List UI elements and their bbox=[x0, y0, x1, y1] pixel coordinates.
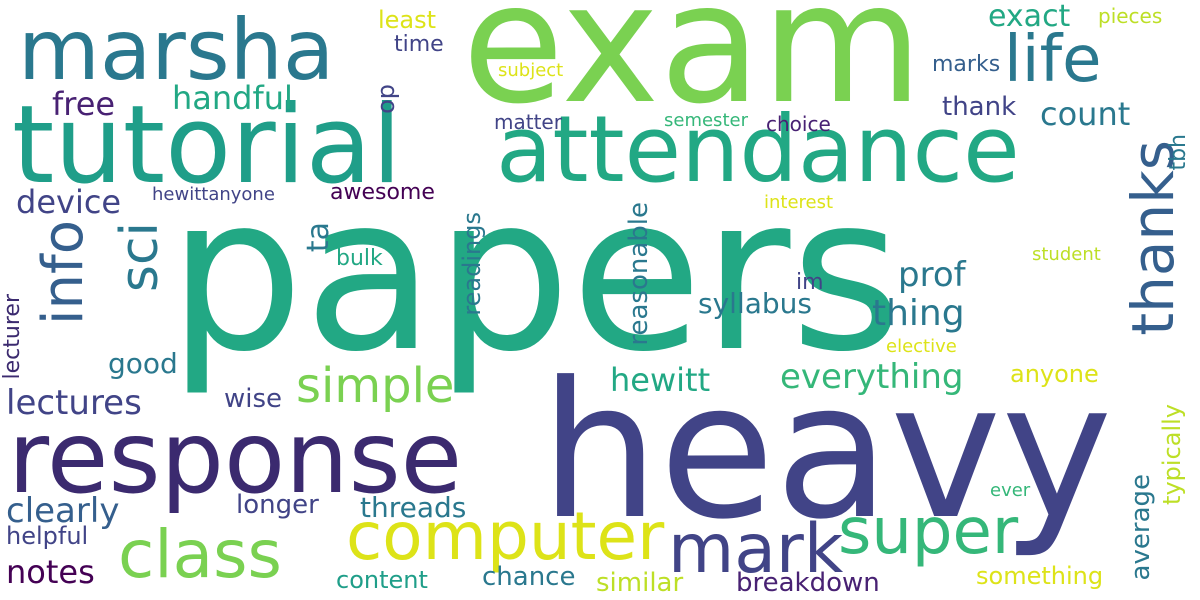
word-bulk: bulk bbox=[336, 246, 383, 271]
word-typically: typically bbox=[1158, 404, 1186, 505]
word-super: super bbox=[838, 495, 1019, 569]
word-ta: ta bbox=[301, 222, 336, 253]
word-lecturer: lecturer bbox=[0, 294, 25, 380]
word-readings: readings bbox=[458, 212, 486, 316]
word-ever: ever bbox=[990, 480, 1031, 501]
word-clearly: clearly bbox=[6, 491, 120, 531]
word-least: least bbox=[378, 6, 437, 34]
word-breakdown: breakdown bbox=[736, 568, 880, 598]
word-subject: subject bbox=[498, 60, 564, 81]
word-semester: semester bbox=[664, 110, 748, 131]
word-op: op bbox=[372, 84, 400, 114]
word-threads: threads bbox=[360, 491, 467, 524]
word-student: student bbox=[1032, 244, 1101, 265]
word-thing: thing bbox=[872, 293, 965, 334]
word-tutorial: tutorial bbox=[12, 83, 402, 208]
word-notes: notes bbox=[6, 553, 95, 591]
word-choice: choice bbox=[766, 112, 831, 136]
word-awesome: awesome bbox=[330, 180, 435, 205]
word-attendance: attendance bbox=[496, 96, 1020, 203]
word-pieces: pieces bbox=[1098, 4, 1163, 28]
word-reasonable: reasonable bbox=[624, 202, 654, 346]
word-sci: sci bbox=[110, 222, 170, 293]
word-marsha: marsha bbox=[18, 1, 335, 99]
word-mark: mark bbox=[668, 510, 844, 589]
word-time: time bbox=[394, 32, 444, 57]
word-everything: everything bbox=[780, 357, 964, 397]
word-exam: exam bbox=[462, 0, 923, 141]
word-count: count bbox=[1040, 95, 1131, 133]
word-content: content bbox=[336, 566, 428, 594]
word-interest: interest bbox=[764, 192, 834, 213]
word-life: life bbox=[1004, 23, 1102, 97]
word-prof: prof bbox=[898, 255, 966, 295]
word-average: average bbox=[1126, 474, 1156, 581]
word-longer: longer bbox=[236, 490, 319, 520]
word-tbh: tbh bbox=[1166, 134, 1191, 171]
word-handful: handful bbox=[172, 79, 293, 117]
word-info: info bbox=[31, 220, 96, 326]
word-helpful: helpful bbox=[6, 522, 89, 550]
word-matter: matter bbox=[494, 110, 562, 134]
word-syllabus: syllabus bbox=[698, 287, 812, 320]
word-anyone: anyone bbox=[1010, 360, 1099, 388]
word-chance: chance bbox=[482, 562, 576, 592]
word-elective: elective bbox=[886, 336, 957, 357]
word-im: im bbox=[796, 270, 824, 295]
word-free: free bbox=[52, 85, 116, 123]
word-similar: similar bbox=[596, 568, 684, 598]
word-marks: marks bbox=[932, 52, 1001, 77]
word-wise: wise bbox=[224, 384, 283, 414]
word-papers: papers bbox=[168, 150, 902, 399]
word-class: class bbox=[118, 516, 282, 593]
word-lectures: lectures bbox=[6, 383, 142, 423]
word-simple: simple bbox=[296, 358, 455, 414]
word-hewittanyone: hewittanyone bbox=[152, 184, 275, 205]
word-response: response bbox=[8, 399, 463, 516]
word-something: something bbox=[976, 562, 1104, 590]
word-exact: exact bbox=[988, 0, 1071, 34]
word-thank: thank bbox=[942, 92, 1017, 122]
word-device: device bbox=[16, 183, 122, 221]
word-computer: computer bbox=[346, 498, 665, 575]
word-heavy: heavy bbox=[540, 342, 1113, 561]
word-hewitt: hewitt bbox=[610, 361, 711, 399]
word-good: good bbox=[108, 347, 178, 380]
